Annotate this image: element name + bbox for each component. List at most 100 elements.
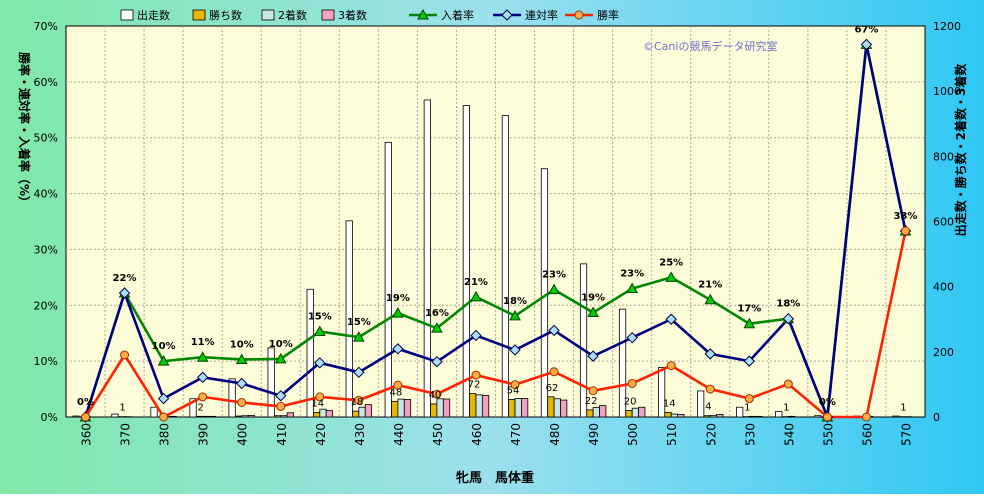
bar xyxy=(482,395,488,417)
y-axis-right-title: 出走数・勝ち数・2着数・3着数 xyxy=(953,63,968,237)
bar xyxy=(170,416,176,417)
marker-circle xyxy=(784,380,792,388)
rate-label: 19% xyxy=(581,293,605,304)
bar xyxy=(476,395,482,417)
x-tick-label: 520 xyxy=(704,423,718,446)
bar xyxy=(580,264,586,417)
bar xyxy=(776,411,782,417)
marker-circle xyxy=(589,387,597,395)
legend-label: 3着数 xyxy=(338,8,367,22)
marker-circle xyxy=(199,393,207,401)
bar xyxy=(593,408,599,417)
bar xyxy=(665,412,671,417)
watermark: ©Caniの競馬データ研究室 xyxy=(643,39,777,53)
x-tick-label: 450 xyxy=(431,423,445,446)
y-left-tick-label: 50% xyxy=(34,132,58,145)
rate-label: 18% xyxy=(776,299,800,310)
legend-swatch xyxy=(193,10,205,20)
win-count-label: 1 xyxy=(900,403,906,414)
win-count-label: 14 xyxy=(663,398,676,409)
bar xyxy=(352,411,358,417)
x-tick-label: 540 xyxy=(782,423,796,446)
bar xyxy=(678,414,684,417)
bar xyxy=(281,416,287,417)
x-tick-label: 430 xyxy=(353,423,367,446)
x-tick-label: 470 xyxy=(509,423,523,446)
bar xyxy=(196,416,202,417)
bar xyxy=(391,401,397,417)
y-right-tick-label: 400 xyxy=(933,281,954,294)
bar xyxy=(112,414,118,417)
bar xyxy=(756,416,762,417)
bar xyxy=(736,407,742,417)
rate-label: 0% xyxy=(77,397,94,408)
bar xyxy=(788,416,794,417)
bar xyxy=(587,410,593,417)
legend-label: 2着数 xyxy=(278,8,307,22)
marker-circle xyxy=(121,351,129,359)
bar xyxy=(209,416,215,417)
bar xyxy=(443,399,449,417)
bar xyxy=(470,394,476,417)
win-count-label: 2 xyxy=(197,402,203,413)
bar xyxy=(893,416,899,417)
marker-circle xyxy=(160,413,168,421)
bar xyxy=(671,414,677,417)
rate-label: 15% xyxy=(347,317,371,328)
bar xyxy=(73,416,79,417)
bar xyxy=(242,416,248,417)
bar xyxy=(404,399,410,417)
bar xyxy=(320,409,326,417)
bar xyxy=(697,391,703,417)
marker-circle xyxy=(472,371,480,379)
bar xyxy=(424,100,430,417)
marker-circle xyxy=(745,395,753,403)
bar xyxy=(385,142,391,417)
legend-label: 勝ち数 xyxy=(209,8,242,22)
rate-label: 23% xyxy=(620,269,644,280)
bar xyxy=(287,413,293,417)
y-left-tick-label: 30% xyxy=(34,243,58,256)
marker-circle xyxy=(901,227,909,235)
x-tick-label: 480 xyxy=(548,423,562,446)
bar xyxy=(717,414,723,417)
bar xyxy=(274,416,280,417)
bar xyxy=(541,169,547,417)
bar xyxy=(248,415,254,417)
x-tick-label: 500 xyxy=(626,423,640,446)
y-left-tick-label: 60% xyxy=(34,76,58,89)
rate-label: 17% xyxy=(737,304,761,315)
win-count-label: 72 xyxy=(468,380,481,391)
x-tick-label: 380 xyxy=(158,423,172,446)
bar xyxy=(554,399,560,417)
legend-label: 勝率 xyxy=(597,8,619,22)
win-count-label: 54 xyxy=(507,385,520,396)
bar xyxy=(509,399,515,417)
x-tick-label: 550 xyxy=(821,423,835,446)
bar xyxy=(502,116,508,417)
y-right-tick-label: 600 xyxy=(933,216,954,229)
win-count-label: 1 xyxy=(119,403,125,414)
x-tick-label: 410 xyxy=(275,423,289,446)
bar xyxy=(463,106,469,417)
x-tick-label: 360 xyxy=(80,423,94,446)
bar xyxy=(398,399,404,417)
x-tick-label: 420 xyxy=(314,423,328,446)
x-tick-label: 370 xyxy=(119,423,133,446)
x-tick-label: 560 xyxy=(860,423,874,446)
rate-label: 19% xyxy=(386,293,410,304)
marker-circle xyxy=(238,398,246,406)
x-tick-label: 440 xyxy=(392,423,406,446)
bar xyxy=(326,410,332,417)
rate-label: 0% xyxy=(819,397,836,408)
marker-circle xyxy=(550,368,558,376)
rate-label: 16% xyxy=(425,308,449,319)
win-count-label: 62 xyxy=(546,383,559,394)
y-right-tick-label: 200 xyxy=(933,346,954,359)
x-tick-label: 570 xyxy=(899,423,913,446)
rate-label: 15% xyxy=(308,312,332,323)
win-count-label: 1 xyxy=(783,403,789,414)
marker-circle xyxy=(667,362,675,370)
x-tick-label: 400 xyxy=(236,423,250,446)
